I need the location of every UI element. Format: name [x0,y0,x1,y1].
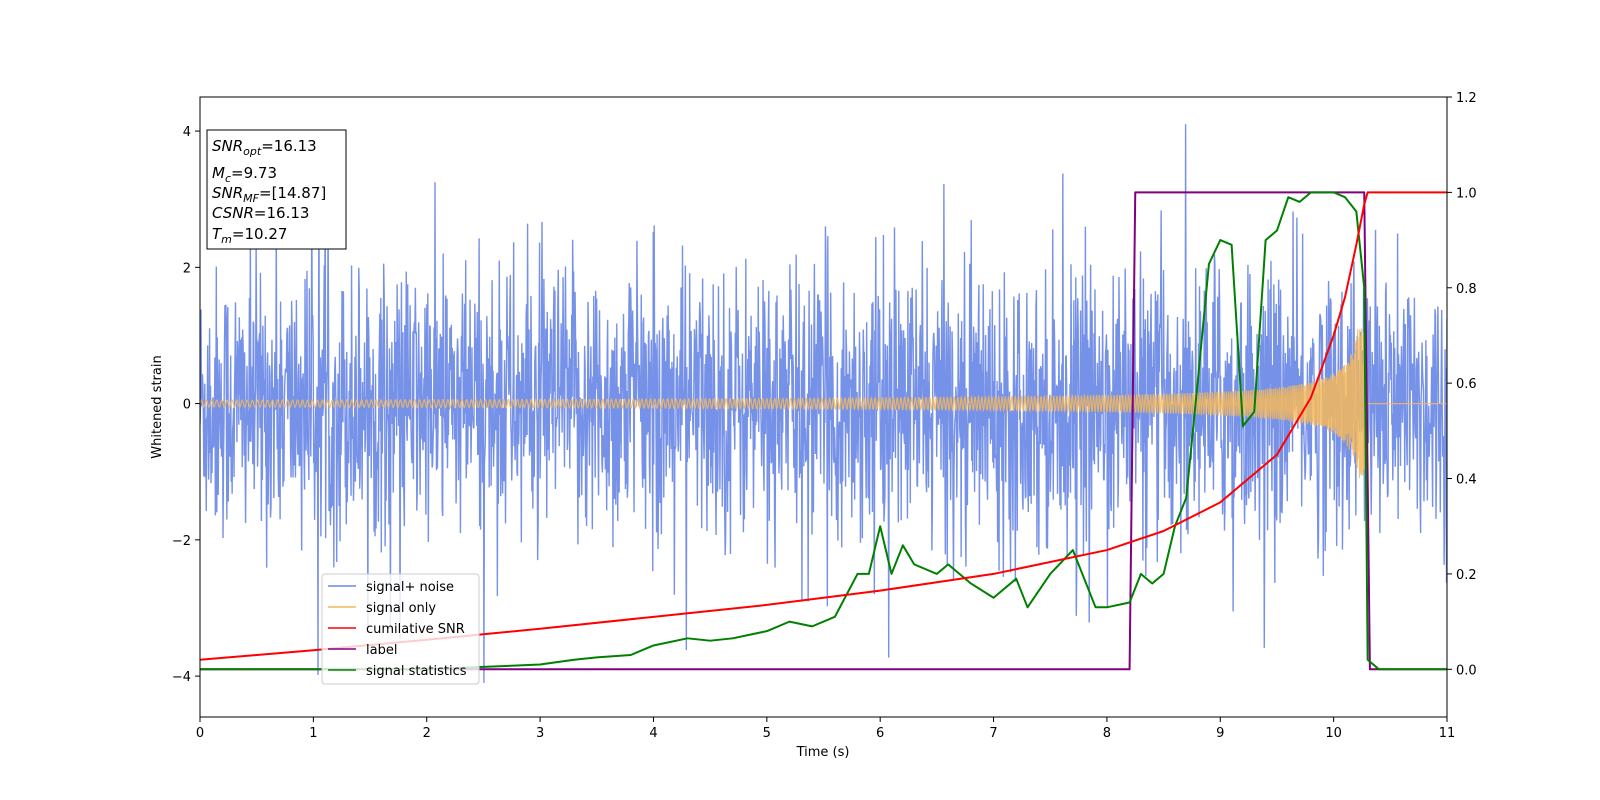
x-axis: 0 1 2 3 4 5 6 7 8 9 10 11 [196,717,1455,741]
y-axis-label: Whitened strain [150,355,165,458]
y-right-tick-label: 0.4 [1456,473,1477,488]
series-layer [200,124,1447,683]
x-axis-label: Time (s) [796,745,850,760]
y-right-tick-label: 0.8 [1456,282,1477,297]
x-tick-label: 3 [536,726,544,741]
legend-entry-label: label [366,643,397,658]
x-tick-label: 8 [1103,726,1111,741]
y-left-tick-label: 4 [183,125,191,140]
y-right-tick-label: 0.6 [1456,377,1477,392]
series-signal-statistics [200,191,1447,671]
info-snr-opt: SNRopt=16.13 [212,137,317,158]
x-tick-label: 1 [309,726,317,741]
y-left-tick-label: −4 [172,670,191,685]
legend-entry-signal-statistics: signal statistics [366,664,467,679]
y-right-tick-label: 0.2 [1456,568,1477,583]
y-left-tick-label: −2 [172,534,191,549]
y-right-tick-label: 1.2 [1456,91,1477,106]
x-tick-label: 10 [1325,726,1342,741]
x-tick-label: 4 [649,726,657,741]
info-csnr: CSNR=16.13 [212,204,309,222]
series-signal-noise [200,124,1447,683]
x-tick-label: 6 [876,726,884,741]
x-tick-label: 2 [423,726,431,741]
y-axis-left: −4 −2 0 2 4 [172,125,200,685]
legend-entry-signal-only: signal only [366,601,436,616]
series-signal-only [200,328,1447,478]
legend-entry-signal-noise: signal+ noise [366,580,454,595]
info-box: SNRopt=16.13 Mc=9.73 SNRMF=[14.87] CSNR=… [206,129,347,250]
y-left-tick-label: 2 [183,261,191,276]
y-left-tick-label: 0 [183,398,191,413]
info-snr-mf: SNRMF=[14.87] [212,184,326,205]
x-tick-label: 7 [989,726,997,741]
info-mc: Mc=9.73 [212,164,277,185]
legend-entry-cumulative-snr: cumilative SNR [366,622,465,637]
y-axis-right: 0.0 0.2 0.4 0.6 0.8 1.0 1.2 [1447,91,1477,678]
series-cumulative-snr [200,191,1447,661]
legend: signal+ noise signal only cumilative SNR… [321,573,480,685]
info-tm: Tm=10.27 [212,225,287,246]
x-tick-label: 9 [1216,726,1224,741]
y-right-tick-label: 0.0 [1456,663,1477,678]
y-right-tick-label: 1.0 [1456,186,1477,201]
plot-frame [199,96,1448,718]
x-tick-label: 11 [1439,726,1456,741]
x-tick-label: 0 [196,726,204,741]
x-tick-label: 5 [763,726,771,741]
